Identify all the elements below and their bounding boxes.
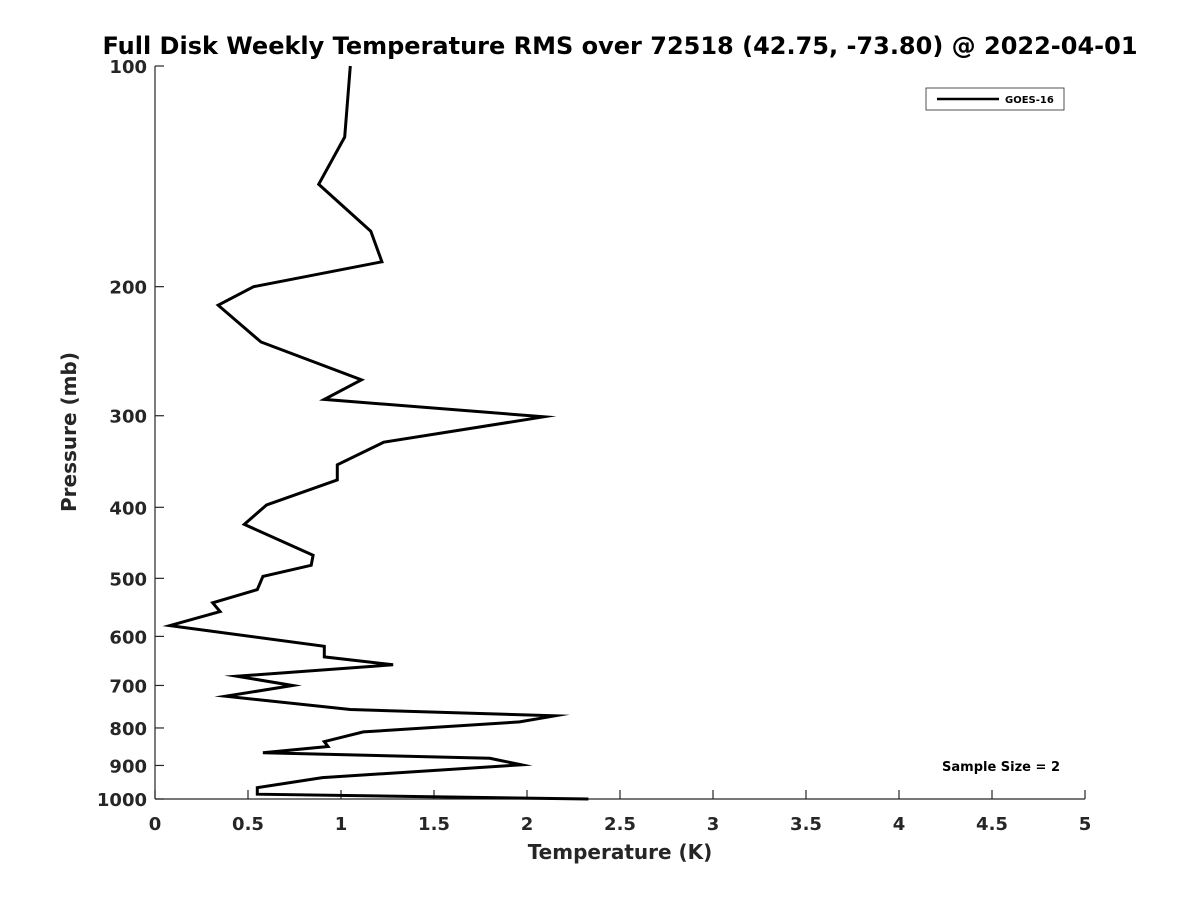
series-layer: [162, 65, 589, 801]
legend-label: GOES-16: [1005, 95, 1054, 106]
x-tick-label: 3.5: [790, 814, 822, 835]
axes: [154, 66, 1085, 800]
y-tick-label: 800: [109, 719, 147, 740]
y-axis-label: Pressure (mb): [57, 352, 81, 512]
y-tick-label: 600: [109, 627, 147, 648]
x-tick-label: 1.5: [418, 814, 450, 835]
y-tick-label: 700: [109, 676, 147, 697]
x-tick-label: 2.5: [604, 814, 636, 835]
x-tick-label: 4: [893, 814, 906, 835]
y-ticks: 100 200 300 400 500 600 700 800 900 1000: [97, 57, 164, 811]
chart-title: Full Disk Weekly Temperature RMS over 72…: [102, 32, 1137, 60]
y-tick-label: 200: [109, 278, 147, 299]
x-tick-label: 3: [707, 814, 720, 835]
y-tick-label: 500: [109, 569, 147, 590]
series-line-1: [162, 65, 589, 801]
y-tick-label: 900: [109, 756, 147, 777]
x-tick-label: 1: [335, 814, 348, 835]
x-tick-label: 0: [149, 814, 162, 835]
legend: GOES-16: [925, 87, 1065, 111]
sample-size-annotation: Sample Size = 2: [942, 760, 1060, 775]
y-tick-label: 300: [109, 407, 147, 428]
y-tick-label: 1000: [97, 790, 147, 811]
x-ticks: 0 0.5 1 1.5 2 2.5 3 3.5 4 4.5 5: [149, 790, 1092, 835]
x-tick-label: 4.5: [976, 814, 1008, 835]
y-tick-label: 400: [109, 498, 147, 519]
x-tick-label: 0.5: [232, 814, 264, 835]
x-tick-label: 2: [521, 814, 534, 835]
y-tick-label: 100: [109, 57, 147, 78]
x-tick-label: 5: [1079, 814, 1092, 835]
x-axis-label: Temperature (K): [528, 840, 713, 864]
